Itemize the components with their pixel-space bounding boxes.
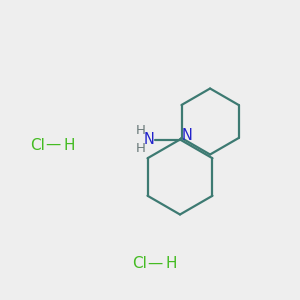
Text: H: H	[136, 142, 146, 155]
Text: H: H	[63, 138, 75, 153]
Text: —: —	[147, 256, 162, 271]
Text: H: H	[136, 124, 146, 137]
Text: —: —	[45, 137, 60, 152]
Text: N: N	[144, 132, 154, 147]
Text: Cl: Cl	[30, 138, 45, 153]
Text: H: H	[165, 256, 177, 272]
Text: N: N	[182, 128, 192, 143]
Text: Cl: Cl	[132, 256, 147, 272]
